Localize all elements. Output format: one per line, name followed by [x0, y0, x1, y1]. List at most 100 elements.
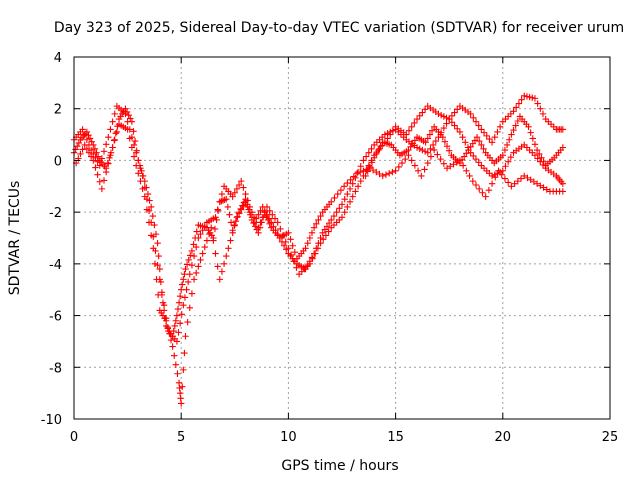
chart-title: Day 323 of 2025, Sidereal Day-to-day VTE… [54, 20, 624, 36]
data-point-track-b [137, 164, 144, 172]
data-point-track-c [447, 163, 454, 170]
data-point-track-c [223, 252, 230, 260]
data-point-track-c [184, 318, 191, 326]
data-point-track-c [334, 190, 341, 198]
data-point-track-a [86, 135, 94, 142]
data-point-track-d [473, 133, 481, 141]
data-point-track-c [313, 220, 320, 227]
grid-layer [74, 57, 610, 419]
data-point-track-c [402, 155, 409, 163]
data-point-track-c [167, 336, 175, 344]
data-point-track-c [128, 144, 136, 151]
data-point-track-c [195, 263, 202, 270]
data-point-track-c [253, 215, 260, 222]
data-point-track-a [224, 203, 232, 211]
x-tick-label: 0 [70, 430, 78, 445]
data-point-track-c [81, 141, 88, 149]
data-point-track-b [199, 227, 206, 234]
data-point-track-a [232, 217, 240, 225]
data-point-track-c [340, 183, 348, 190]
data-point-track-c [113, 128, 121, 136]
data-point-track-c [347, 176, 354, 184]
data-point-track-b [111, 110, 118, 118]
data-point-track-c [164, 324, 171, 331]
data-point-track-b [124, 118, 131, 125]
data-point-track-b [181, 294, 189, 301]
data-point-track-b [488, 139, 496, 146]
data-point-track-a [175, 299, 183, 306]
data-point-track-b [201, 223, 208, 230]
data-point-track-c [408, 157, 415, 164]
data-point-track-b [197, 230, 204, 238]
data-point-track-c [246, 208, 254, 216]
data-point-track-a [502, 163, 509, 170]
data-point-track-a [187, 252, 194, 259]
data-point-track-d [471, 137, 479, 144]
data-point-track-d [409, 140, 416, 147]
data-point-track-d [506, 136, 513, 143]
data-point-track-b [341, 208, 348, 216]
data-point-track-a [181, 271, 188, 278]
data-point-track-c [369, 166, 377, 174]
data-point-track-c [376, 170, 383, 178]
data-point-track-b [193, 243, 200, 251]
data-point-track-a [534, 155, 541, 162]
data-point-track-c [229, 229, 236, 237]
data-point-track-c [527, 176, 534, 184]
data-point-track-c [197, 256, 204, 264]
data-point-track-c [179, 383, 186, 390]
data-point-track-c [190, 276, 198, 283]
data-point-track-a [424, 149, 431, 156]
data-point-track-c [498, 171, 505, 178]
data-point-track-b [344, 203, 351, 211]
data-point-track-c [291, 249, 299, 256]
data-point-track-d [536, 150, 543, 158]
data-point-track-a [147, 203, 155, 211]
data-point-track-b [451, 109, 458, 116]
data-point-track-a [173, 312, 181, 319]
data-point-track-b [109, 118, 116, 125]
data-point-track-b [102, 141, 110, 148]
data-point-track-a [227, 219, 235, 226]
data-point-track-c [533, 180, 541, 187]
data-point-track-c [143, 206, 151, 213]
data-point-track-c [135, 170, 142, 177]
data-point-track-c [521, 172, 528, 180]
data-point-track-a [325, 219, 333, 227]
data-point-track-c [272, 227, 279, 234]
data-point-track-a [144, 190, 152, 198]
data-point-track-a [338, 201, 346, 208]
data-point-track-b [235, 181, 243, 189]
data-point-track-d [508, 131, 515, 138]
data-point-track-b [178, 311, 185, 318]
data-point-track-a [130, 128, 137, 135]
data-point-track-a [156, 265, 163, 273]
data-point-track-b [190, 252, 198, 260]
data-point-track-b [314, 245, 322, 252]
data-point-track-a [459, 133, 466, 141]
data-point-track-c [357, 168, 364, 176]
data-point-track-d [499, 152, 506, 159]
data-point-track-d [368, 159, 376, 166]
data-point-track-d [370, 154, 378, 162]
data-point-track-c [466, 172, 473, 180]
data-point-track-a [179, 281, 186, 288]
data-point-track-b [491, 133, 498, 141]
data-point-track-c [495, 167, 502, 174]
data-point-track-c [328, 198, 335, 205]
data-point-track-c [188, 290, 196, 297]
data-point-track-a [475, 159, 482, 166]
data-point-track-b [240, 184, 247, 191]
data-point-track-c [231, 221, 238, 229]
data-point-track-c [453, 159, 460, 166]
data-point-track-b [534, 100, 541, 107]
data-point-track-c [304, 239, 311, 247]
data-point-track-a [321, 226, 329, 233]
data-point-track-a [360, 157, 367, 164]
data-point-track-d [465, 146, 472, 154]
data-point-track-c [398, 159, 406, 167]
data-point-track-c [233, 214, 241, 221]
data-point-track-b [188, 261, 196, 269]
data-point-track-b [186, 271, 193, 278]
data-point-track-b [531, 95, 539, 102]
